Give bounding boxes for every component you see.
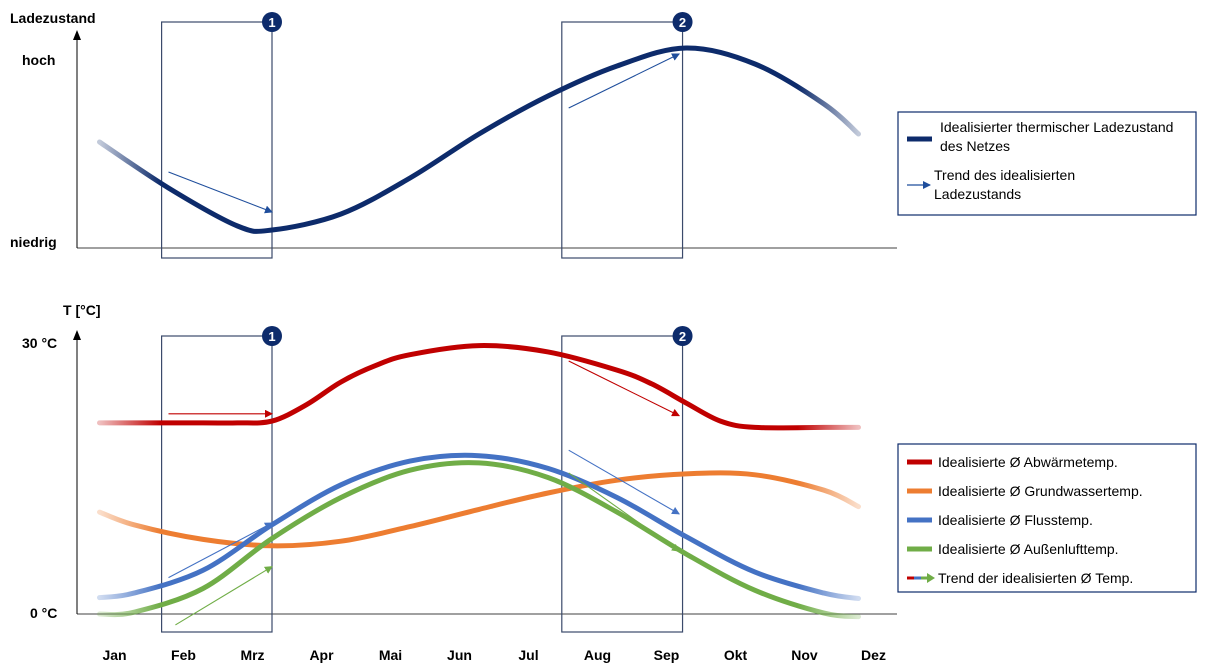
x-tick-jun: Jun [447, 647, 472, 663]
legend-label-idealisierte-abwa-rmetemp: Idealisierte Ø Abwärmetemp. [938, 454, 1118, 470]
top-box-badge-label-2: 2 [679, 15, 686, 30]
bottom-trend-arrow-6 [568, 472, 680, 552]
bottom-trend-arrows [168, 360, 680, 626]
legend-label-trend-top-line1: Trend des idealisierten [934, 167, 1075, 183]
x-tick-okt: Okt [724, 647, 748, 663]
bottom-box-badge-label-2: 2 [679, 329, 686, 344]
top-y-axis-arrowhead [73, 30, 81, 40]
x-tick-jul: Jul [518, 647, 538, 663]
bottom-series-line-idealisierte-abwa-rmetemp [97, 343, 861, 431]
legend-label-trend-top: Trend des idealisierten Ladezustands [934, 167, 1079, 202]
bottom-y-tick-low: 0 °C [30, 605, 57, 621]
bottom-y-tick-high: 30 °C [22, 335, 57, 351]
x-tick-apr: Apr [309, 647, 334, 663]
x-tick-nov: Nov [791, 647, 818, 663]
bottom-highlight-box-1 [161, 335, 273, 633]
top-legend: Idealisierter thermischer Ladezustand de… [897, 111, 1197, 216]
bottom-series-line-idealisierte-flusstemp [97, 452, 861, 601]
bottom-series-line-idealisierte-grundwassertemp [97, 470, 861, 549]
bottom-box-badge-2 [672, 326, 693, 346]
top-highlight-box-1 [161, 21, 273, 259]
x-tick-mai: Mai [379, 647, 402, 663]
top-trend-arrows [168, 53, 680, 214]
bottom-legend-frame [897, 443, 1197, 593]
legend-label-idealisierte-grundwassertemp: Idealisierte Ø Grundwassertemp. [938, 483, 1143, 499]
bottom-y-axis-arrowhead [73, 330, 81, 340]
bottom-legend-items: Idealisierte Ø Abwärmetemp. Idealisierte … [907, 454, 1143, 557]
x-tick-dez: Dez [861, 647, 886, 663]
x-axis-month-labels: Jan Feb Mrz Apr Mai Jun Jul Aug Sep Okt Nov Dez [102, 647, 886, 663]
x-tick-jan: Jan [102, 647, 126, 663]
top-series-group [97, 45, 861, 234]
top-highlight-box-2 [561, 21, 684, 259]
bottom-trend-arrow-4 [568, 449, 680, 515]
legend-label-ladezustand: Idealisierter thermischer Ladezustand de… [940, 119, 1177, 154]
top-y-tick-low: niedrig [10, 234, 57, 250]
legend-label-idealisierte-au-enlufttemp: Idealisierte Ø Außenlufttemp. [938, 541, 1119, 557]
legend-trend-temp-swatch [907, 573, 935, 583]
bottom-trend-arrow-5 [175, 566, 273, 626]
top-box-badge-1 [262, 12, 282, 32]
x-tick-aug: Aug [584, 647, 611, 663]
bottom-box-badge-1 [262, 326, 282, 346]
x-tick-sep: Sep [654, 647, 680, 663]
legend-label-trend-top-line2: Ladezustands [934, 186, 1021, 202]
legend-trend-temp-arrowhead [927, 573, 935, 583]
top-box-badge-2 [672, 12, 693, 32]
top-trend-arrow-1 [168, 171, 273, 214]
bottom-trend-arrow-3 [168, 522, 273, 579]
bottom-series-line-idealisierte-au-enlufttemp [97, 460, 861, 620]
bottom-legend: Idealisierte Ø Abwärmetemp. Idealisierte … [897, 443, 1197, 593]
bottom-box-badge-label-1: 1 [268, 329, 275, 344]
top-series-line-idealisierter-thermischer-ladezustand-des-netzes [97, 45, 861, 234]
x-tick-feb: Feb [171, 647, 196, 663]
legend-label-idealisierte-flusstemp: Idealisierte Ø Flusstemp. [938, 512, 1093, 528]
legend-label-ladezustand-line1: Idealisierter thermischer Ladezustand [940, 119, 1173, 135]
bottom-y-axis-title: T [°C] [63, 302, 100, 318]
x-tick-mrz: Mrz [240, 647, 264, 663]
top-trend-arrow-2 [568, 53, 680, 109]
top-box-badge-label-1: 1 [268, 15, 275, 30]
top-legend-frame [897, 111, 1197, 216]
top-y-tick-high: hoch [22, 52, 55, 68]
bottom-series-group [97, 343, 861, 620]
legend-label-ladezustand-line2: des Netzes [940, 138, 1010, 154]
legend-label-trend-temp: Trend der idealisierten Ø Temp. [938, 570, 1133, 586]
top-y-axis-title: Ladezustand [10, 10, 96, 26]
bottom-trend-arrow-2 [568, 360, 680, 417]
